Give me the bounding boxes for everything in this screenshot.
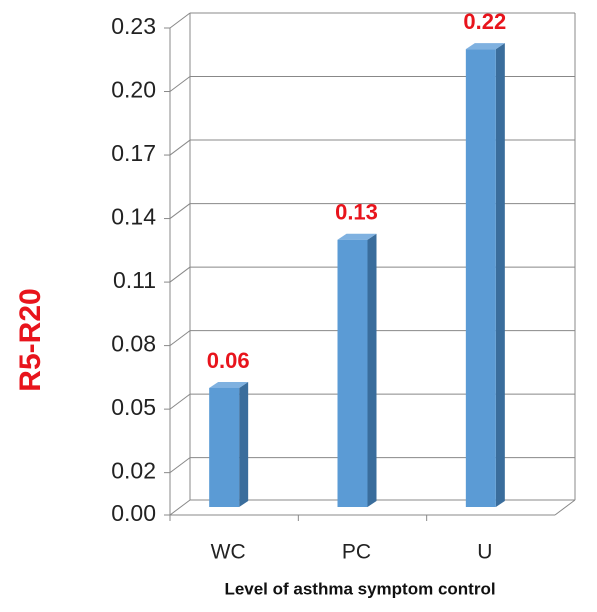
bar	[209, 387, 240, 507]
bar	[337, 239, 368, 507]
value-label: 0.13	[335, 200, 378, 225]
x-tick-label: U	[477, 541, 492, 564]
grid-line	[169, 139, 191, 156]
y-tick-label: 0.23	[111, 13, 156, 39]
bar-top	[209, 381, 249, 388]
bar-top	[465, 43, 505, 50]
y-tick-label: 0.08	[111, 331, 156, 357]
value-label: 0.22	[463, 9, 506, 34]
grid-line	[169, 393, 191, 410]
grid-line	[169, 203, 191, 219]
grid-line	[169, 12, 191, 29]
y-tick-label: 0.20	[111, 77, 156, 103]
grid-line	[169, 330, 191, 347]
bar	[465, 49, 496, 507]
bar-side	[239, 381, 249, 507]
y-tick-label: 0.00	[111, 500, 156, 526]
value-label: 0.06	[207, 348, 250, 373]
y-tick-label: 0.17	[111, 140, 156, 166]
grid-line	[169, 457, 191, 474]
grid-line	[169, 266, 191, 283]
grid-line	[169, 499, 191, 516]
y-tick-label: 0.02	[111, 458, 156, 484]
y-tick-label: 0.05	[111, 394, 156, 420]
y-tick-label: 0.11	[113, 267, 156, 293]
floor-right	[554, 499, 576, 516]
grid-line	[169, 76, 191, 92]
bar-side	[495, 43, 505, 507]
bar-side	[367, 233, 377, 507]
x-axis-title: Level of asthma symptom control	[224, 579, 495, 598]
x-tick-label: PC	[342, 541, 371, 564]
x-tick-label: WC	[211, 541, 246, 564]
y-tick-label: 0.14	[111, 204, 156, 230]
y-axis-title: R5-R20	[14, 288, 47, 391]
bar-top	[337, 233, 377, 240]
